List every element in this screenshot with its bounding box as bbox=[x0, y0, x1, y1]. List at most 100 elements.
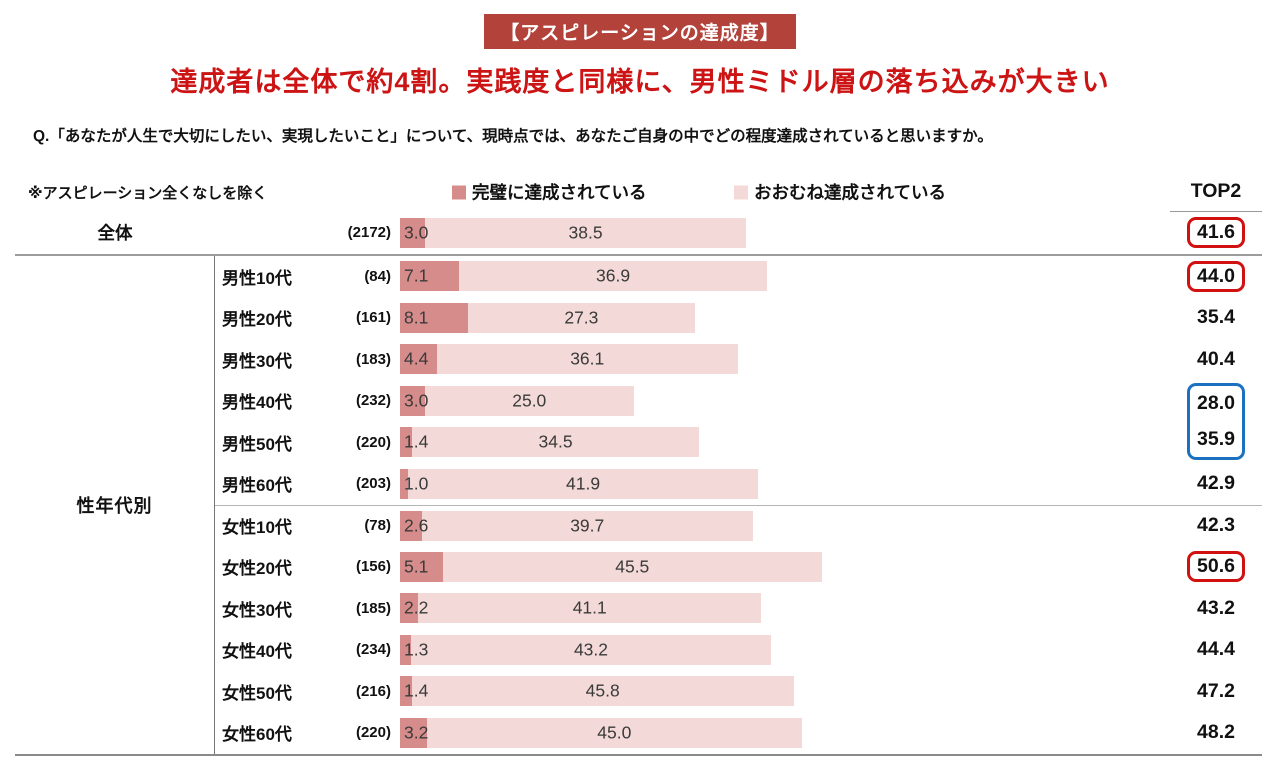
top2-cell: 50.6 bbox=[1170, 546, 1262, 588]
bar-segment-perfect bbox=[400, 717, 427, 748]
top2-value: 48.2 bbox=[1197, 721, 1235, 744]
table-row: 女性60代 (220) 3.2 45.0 48.2 bbox=[215, 712, 1262, 754]
row-count: (78) bbox=[364, 517, 391, 535]
bar-segment-mostly bbox=[421, 510, 753, 541]
top2-cell: 42.3 bbox=[1170, 506, 1262, 547]
bar-segment-mostly bbox=[467, 302, 696, 333]
row-label: 女性60代 bbox=[222, 725, 292, 745]
bar-value-mostly: 45.0 bbox=[597, 722, 632, 743]
bar-value-mostly: 41.1 bbox=[572, 597, 607, 618]
bar-segment-mostly bbox=[436, 344, 738, 375]
row-count: (156) bbox=[355, 558, 391, 576]
bar-value-mostly: 45.8 bbox=[585, 680, 620, 701]
bar-segment-mostly bbox=[425, 385, 634, 416]
group-rows: 男性10代 (84) 7.1 36.9 44.0 男性20代 (161) 8.1… bbox=[215, 256, 1262, 754]
bar-segment-perfect bbox=[400, 468, 409, 499]
table-row: 女性30代 (185) 2.2 41.1 43.2 bbox=[215, 588, 1262, 630]
row-label: 女性10代 bbox=[222, 518, 292, 538]
bar-value-mostly: 27.3 bbox=[564, 307, 599, 328]
row-label: 男性60代 bbox=[222, 476, 292, 496]
bar-segment-perfect bbox=[400, 593, 419, 624]
bar-segment-mostly bbox=[408, 468, 758, 499]
bar-segment-mostly bbox=[425, 217, 747, 248]
bar-segment-perfect bbox=[400, 551, 443, 582]
row-count: (2172) bbox=[347, 224, 391, 242]
bar-value-perfect: 7.1 bbox=[404, 265, 429, 286]
top2-cell: 44.0 bbox=[1170, 256, 1262, 298]
row-count: (203) bbox=[355, 475, 391, 493]
row-count: (220) bbox=[355, 433, 391, 451]
bar-segment-mostly bbox=[459, 261, 767, 292]
row-label: 男性40代 bbox=[222, 393, 292, 413]
top2-value: 44.4 bbox=[1197, 638, 1235, 661]
top2-value: 42.3 bbox=[1197, 514, 1235, 537]
bar-value-perfect: 5.1 bbox=[404, 556, 429, 577]
section-badge: 【アスピレーションの達成度】 bbox=[484, 14, 796, 49]
table-row: 女性10代 (78) 2.6 39.7 42.3 bbox=[215, 504, 1262, 547]
row-label: 男性50代 bbox=[222, 434, 292, 454]
stacked-bar: 8.1 27.3 bbox=[397, 297, 1170, 339]
bar-segment-perfect bbox=[400, 385, 426, 416]
stacked-bar: 1.0 41.9 bbox=[397, 463, 1170, 505]
achievement-table: 全体 (2172) 3.0 38.5 41.6 性年代別 男性10代 (84) … bbox=[15, 212, 1262, 756]
top2-value: 47.2 bbox=[1197, 679, 1235, 702]
stacked-bar: 1.3 43.2 bbox=[397, 629, 1170, 671]
top2-cell: 44.4 bbox=[1170, 629, 1262, 671]
table-row-total: 全体 (2172) 3.0 38.5 41.6 bbox=[15, 212, 1262, 254]
legend-area: 完璧に達成されている おおむね達成されている bbox=[397, 172, 1170, 212]
top2-cell: 47.2 bbox=[1170, 671, 1262, 713]
bar-segment-perfect bbox=[400, 217, 426, 248]
bar-value-perfect: 8.1 bbox=[404, 307, 429, 328]
row-count: (234) bbox=[355, 641, 391, 659]
legend-label-mostly: おおむね達成されている bbox=[754, 182, 946, 203]
row-label: 男性30代 bbox=[222, 351, 292, 371]
row-label: 男性10代 bbox=[222, 268, 292, 288]
stacked-bar: 3.0 25.0 bbox=[397, 380, 1170, 422]
top2-cell: 41.6 bbox=[1170, 212, 1262, 254]
legend-item-mostly: おおむね達成されている bbox=[734, 180, 946, 205]
row-count: (183) bbox=[355, 350, 391, 368]
bar-value-perfect: 1.4 bbox=[404, 680, 429, 701]
stacked-bar: 1.4 34.5 bbox=[397, 422, 1170, 464]
top2-cell: 42.9 bbox=[1170, 463, 1262, 505]
top2-value: 50.6 bbox=[1187, 551, 1245, 583]
bar-value-mostly: 39.7 bbox=[570, 515, 605, 536]
table-row: 男性40代 (232) 3.0 25.0 28.0 bbox=[215, 380, 1262, 422]
top2-value: 44.0 bbox=[1187, 260, 1245, 292]
stacked-bar: 1.4 45.8 bbox=[397, 671, 1170, 713]
top2-value: 28.0 bbox=[1187, 383, 1245, 422]
top2-value: 35.9 bbox=[1187, 421, 1245, 460]
table-row: 女性20代 (156) 5.1 45.5 50.6 bbox=[215, 546, 1262, 588]
bar-value-perfect: 1.3 bbox=[404, 639, 429, 660]
table-row: 女性40代 (234) 1.3 43.2 44.4 bbox=[215, 629, 1262, 671]
stacked-bar: 2.6 39.7 bbox=[397, 506, 1170, 547]
stacked-bar: 3.2 45.0 bbox=[397, 712, 1170, 754]
row-label: 女性20代 bbox=[222, 559, 292, 579]
table-row: 男性30代 (183) 4.4 36.1 40.4 bbox=[215, 339, 1262, 381]
bar-value-mostly: 36.1 bbox=[570, 348, 605, 369]
bar-value-mostly: 43.2 bbox=[573, 639, 608, 660]
legend-row: ※アスピレーション全くなしを除く 完璧に達成されている おおむね達成されている … bbox=[15, 172, 1262, 212]
bar-value-perfect: 1.4 bbox=[404, 431, 429, 452]
gender-age-group-block: 性年代別 男性10代 (84) 7.1 36.9 44.0 男性20代 (161… bbox=[15, 253, 1262, 756]
row-label: 女性50代 bbox=[222, 683, 292, 703]
top2-column-header: TOP2 bbox=[1170, 172, 1262, 212]
row-count: (220) bbox=[355, 724, 391, 742]
bar-value-mostly: 34.5 bbox=[538, 431, 573, 452]
row-count: (84) bbox=[364, 267, 391, 285]
bar-segment-mostly bbox=[442, 551, 822, 582]
footnote-text: ※アスピレーション全くなしを除く bbox=[28, 184, 268, 202]
bar-segment-mostly bbox=[410, 634, 772, 665]
bar-value-perfect: 1.0 bbox=[404, 473, 429, 494]
top2-value: 35.4 bbox=[1197, 306, 1235, 329]
top2-value: 41.6 bbox=[1187, 217, 1245, 249]
stacked-bar: 7.1 36.9 bbox=[397, 256, 1170, 298]
top2-value: 40.4 bbox=[1197, 347, 1235, 370]
table-row: 男性50代 (220) 1.4 34.5 35.9 bbox=[215, 421, 1262, 464]
row-count: (216) bbox=[355, 682, 391, 700]
row-count: (185) bbox=[355, 599, 391, 617]
row-label: 男性20代 bbox=[222, 310, 292, 330]
bar-value-mostly: 38.5 bbox=[568, 222, 603, 243]
bar-segment-perfect bbox=[400, 302, 468, 333]
bar-value-mostly: 25.0 bbox=[512, 390, 547, 411]
